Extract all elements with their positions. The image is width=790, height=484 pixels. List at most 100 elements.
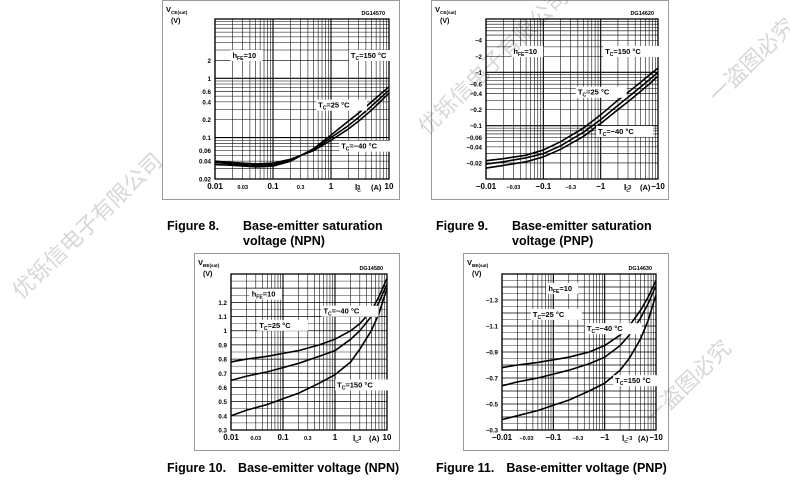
y-axis-label: VCE(sat) (435, 5, 457, 15)
y-axis-label: VCE(sat) (166, 5, 188, 15)
y-tick-label: −0.9 (486, 350, 499, 357)
x-tick-label: 0.3 (297, 185, 305, 191)
annotation-bg (257, 319, 309, 331)
y-tick-label: 1.2 (218, 300, 227, 307)
x-tick-label: 0.01 (207, 182, 223, 191)
x-tick-label: 1 (329, 182, 334, 191)
caption-line1: Base-emitter saturation (512, 219, 652, 233)
series-line-2 (230, 287, 388, 417)
x-tick-label: −3 (626, 436, 632, 442)
y-tick-label: −0.2 (470, 107, 483, 114)
y-tick-label: −0.02 (466, 160, 482, 167)
x-axis-label: IC (355, 183, 361, 194)
x-tick-label: −10 (651, 182, 665, 191)
x-tick-label: 3 (358, 436, 361, 442)
y-tick-label: 0.9 (218, 342, 227, 349)
y-axis-unit: (V) (472, 271, 481, 278)
annotation-label: TC=150 °C (605, 47, 641, 58)
caption-line1: Base-emitter saturation (243, 219, 383, 233)
x-tick-label: −1 (596, 182, 606, 191)
annotation-label: TC=150 °C (351, 51, 387, 62)
chart-fig8: 2 1 0.6 0.4 0.2 0.1 0.06 0.04 0.020.01 0.03 0.1 0.3… (166, 5, 399, 194)
annotation-bg (249, 288, 282, 300)
y-tick-label: 0.1 (202, 135, 211, 142)
annotation-label: TC=25 °C (578, 88, 610, 99)
caption-fig8: Figure 8. Base-emitter saturation voltage… (167, 219, 417, 249)
plot-border (230, 273, 388, 431)
x-axis-unit: (A) (371, 183, 382, 192)
x-tick-label: −0.1 (545, 433, 561, 442)
annotation-bg (546, 282, 579, 294)
series-line-1 (214, 89, 390, 167)
x-tick-label: −0.3 (565, 185, 576, 191)
x-tick-label: −0.03 (506, 185, 520, 191)
annotation-bg (348, 49, 399, 61)
caption-number: Figure 11. (436, 461, 495, 475)
y-tick-label: −0.6 (470, 82, 483, 89)
x-tick-label: 0.3 (304, 436, 312, 442)
series-line-2 (485, 75, 659, 169)
annotation-label: TC=−40 °C (323, 307, 359, 318)
annotation-label: TC=25 °C (259, 321, 291, 332)
y-axis-unit: (V) (171, 18, 180, 25)
x-axis-label: IC (622, 434, 628, 445)
annotation-bg (603, 46, 661, 58)
watermark-text: 一盗图必究 (704, 13, 790, 109)
y-tick-label: 0.7 (218, 371, 227, 378)
y-tick-label: −2 (475, 54, 483, 61)
y-tick-label: −0.3 (486, 428, 499, 435)
y-tick-label: 0.4 (202, 99, 211, 106)
plot-border (501, 273, 657, 431)
caption-number: Figure 8. (167, 219, 220, 233)
x-axis-unit: (A) (640, 183, 651, 192)
caption-number: Figure 9. (436, 219, 489, 233)
chart-frame-fig8: 2 1 0.6 0.4 0.2 0.1 0.06 0.04 0.02 0.01 0.03 0.1 0.3… (162, 0, 400, 200)
series-line-2 (214, 92, 390, 165)
series-line-0 (214, 86, 390, 168)
y-tick-label: 0.3 (218, 428, 227, 435)
annotation-bg (511, 46, 544, 58)
x-tick-label: −0.01 (492, 433, 513, 442)
caption-line2: voltage (PNP) (512, 234, 594, 248)
x-tick-label: 0.1 (267, 182, 279, 191)
y-tick-label: −1.1 (486, 324, 499, 331)
x-tick-label: 1 (333, 433, 338, 442)
x-tick-label: 10 (383, 433, 392, 442)
chart-fig11: −1.3−1.1−0.9−0.7−0.5−0.3−0.01 −0.03 −0.1 −0… (467, 258, 668, 445)
caption-text: Base-emitter voltage (NPN) (238, 461, 400, 475)
y-axis-label: VBE(sat) (198, 258, 220, 268)
x-axis-unit: (A) (369, 434, 380, 443)
y-tick-label: 0.02 (199, 177, 212, 184)
caption-number: Figure 10. (167, 461, 227, 475)
x-tick-label: −0.1 (535, 182, 551, 191)
y-tick-label: 0.06 (199, 148, 212, 155)
annotation-label: TC=−40 °C (587, 324, 623, 335)
y-tick-label: −1.3 (486, 298, 499, 305)
annotation-bg (530, 308, 582, 320)
annotation-label: hFE=10 (548, 284, 572, 295)
annotation-bg (321, 305, 379, 317)
annotation-label: hFE=10 (252, 290, 276, 301)
annotation-bg (335, 379, 393, 391)
x-tick-label: −0.3 (572, 436, 583, 442)
series-line-1 (501, 285, 657, 387)
annotation-label: TC=25 °C (318, 101, 350, 112)
series-line-2 (501, 294, 657, 421)
x-tick-label: 0.1 (277, 433, 289, 442)
series-line-0 (485, 67, 659, 162)
annotation-label: TC=150 °C (337, 380, 373, 391)
chart-fig9: −4 −2 −1 −0.6 −0.4 −0.2 −0.1 −0.06 −0.04 −0.02 −0.… (435, 5, 665, 194)
y-tick-label: −0.06 (466, 135, 482, 142)
x-tick-label: −0.01 (476, 182, 497, 191)
caption-line2: voltage (NPN) (243, 234, 325, 248)
figure-code: DG14570 (361, 11, 385, 17)
x-tick-label: −10 (649, 433, 663, 442)
annotation-bg (584, 323, 642, 335)
watermark-text: 优铄信电子有限公司 (8, 148, 168, 305)
annotation-label: TC=150 °C (615, 376, 651, 387)
figure-code: DG14620 (630, 11, 654, 17)
y-tick-label: −0.7 (486, 376, 499, 383)
y-tick-label: 0.8 (218, 357, 227, 364)
x-axis-label: IC (353, 434, 359, 445)
annotation-label: TC=25 °C (533, 310, 565, 321)
